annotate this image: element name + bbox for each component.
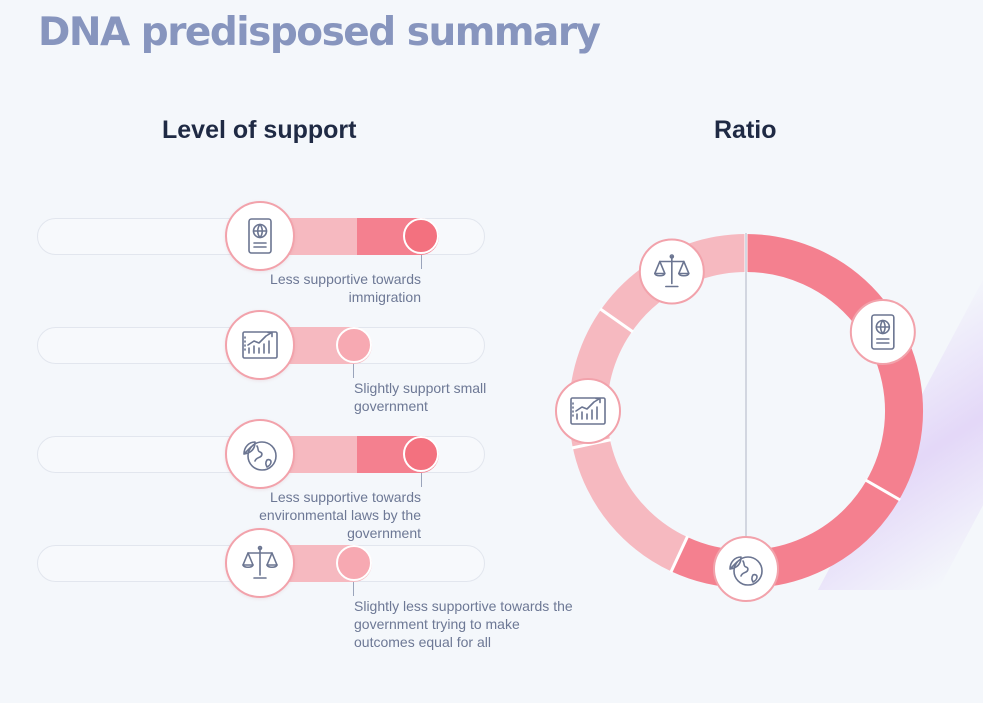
ring-segment-strong bbox=[671, 234, 923, 588]
support-level-knob[interactable] bbox=[403, 218, 439, 254]
ring-separator bbox=[864, 478, 901, 502]
note-connector bbox=[353, 582, 354, 596]
note-connector bbox=[353, 364, 354, 378]
note-connector bbox=[421, 255, 422, 269]
ring-separator bbox=[571, 438, 612, 450]
note-connector bbox=[421, 473, 422, 487]
support-level-knob[interactable] bbox=[403, 436, 439, 472]
support-note: Less supportive towards environmental la… bbox=[259, 489, 421, 541]
earth-leaf-icon bbox=[225, 419, 295, 489]
ratio-heading: Ratio bbox=[714, 116, 777, 144]
support-note: Slightly less supportive towards the gov… bbox=[354, 598, 573, 650]
scales-icon bbox=[638, 238, 705, 305]
passport-icon bbox=[225, 201, 295, 271]
ratio-ring-chart bbox=[555, 233, 923, 602]
earth-leaf-icon bbox=[713, 536, 779, 602]
support-level-knob[interactable] bbox=[336, 327, 372, 363]
ring-separator bbox=[599, 307, 634, 334]
support-note: Less supportive towards immigration bbox=[270, 271, 421, 305]
ring-separator bbox=[669, 535, 690, 573]
page-title: DNA predisposed summary bbox=[38, 10, 601, 55]
passport-icon bbox=[849, 299, 916, 365]
growth-chart-icon bbox=[555, 378, 621, 444]
level-of-support-heading: Level of support bbox=[162, 116, 357, 144]
support-note: Slightly support small government bbox=[354, 380, 487, 414]
growth-chart-icon bbox=[225, 310, 295, 380]
support-level-knob[interactable] bbox=[336, 545, 372, 581]
scales-icon bbox=[225, 528, 295, 598]
